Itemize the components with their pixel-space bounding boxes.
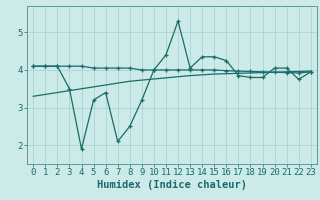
X-axis label: Humidex (Indice chaleur): Humidex (Indice chaleur): [97, 180, 247, 190]
